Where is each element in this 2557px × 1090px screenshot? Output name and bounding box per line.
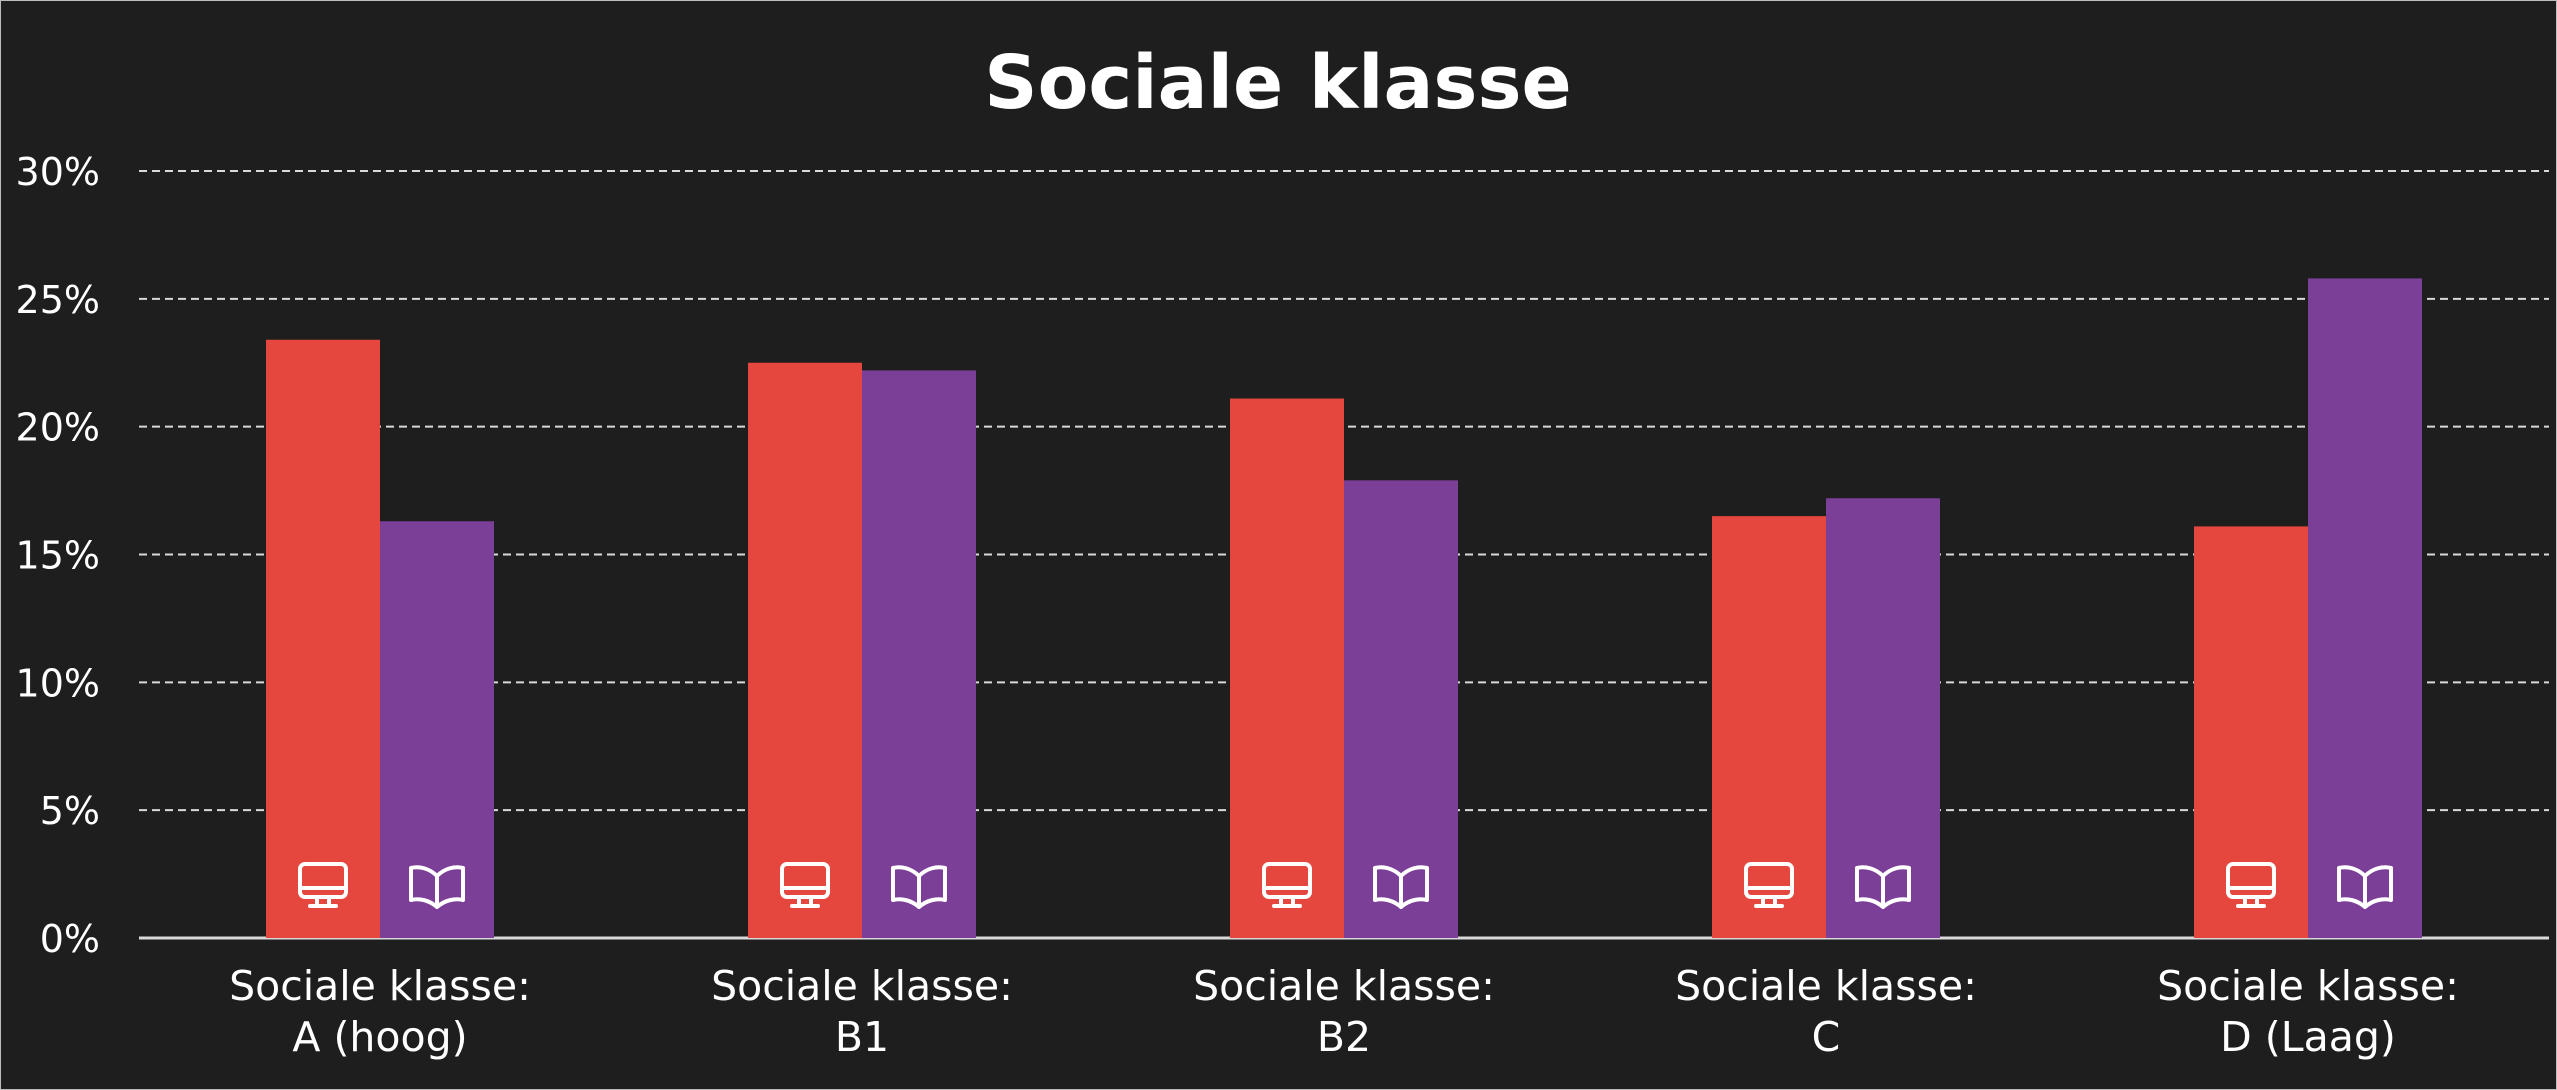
book-shape xyxy=(1373,865,1429,909)
y-tick-label: 0% xyxy=(40,917,100,961)
monitor-screen xyxy=(780,862,830,899)
book-icon xyxy=(1855,865,1911,909)
y-tick-label: 20% xyxy=(16,406,100,450)
bar-1-2 xyxy=(1344,480,1458,938)
monitor-icon xyxy=(780,862,830,908)
book-shape xyxy=(891,865,947,909)
bar-1-0 xyxy=(380,521,494,938)
x-tick-label: A (hoog) xyxy=(292,1013,467,1061)
chart-title: Sociale klasse xyxy=(984,40,1571,126)
x-tick-label: C xyxy=(1812,1013,1841,1061)
monitor-icon xyxy=(1744,862,1794,908)
x-tick-label: Sociale klasse: xyxy=(711,962,1013,1010)
monitor-screen xyxy=(298,862,348,899)
y-tick-label: 25% xyxy=(16,278,100,322)
y-tick-label: 30% xyxy=(16,150,100,194)
monitor-icon xyxy=(298,862,348,908)
bar-0-3 xyxy=(1712,516,1826,938)
x-tick-label: Sociale klasse: xyxy=(229,962,531,1010)
bar-0-4 xyxy=(2194,526,2308,938)
book-icon xyxy=(409,865,465,909)
x-tick-label: Sociale klasse: xyxy=(1193,962,1495,1010)
monitor-screen xyxy=(1744,862,1794,899)
x-tick-label: B1 xyxy=(835,1013,889,1061)
x-tick-label: D (Laag) xyxy=(2220,1013,2396,1061)
book-icon xyxy=(1373,865,1429,909)
x-tick-label: B2 xyxy=(1317,1013,1371,1061)
monitor-screen xyxy=(1262,862,1312,899)
bar-1-4 xyxy=(2308,278,2422,938)
bar-0-2 xyxy=(1230,398,1344,938)
monitor-icon xyxy=(1262,862,1312,908)
bar-0-0 xyxy=(266,339,380,938)
book-shape xyxy=(409,865,465,909)
x-tick-label: Sociale klasse: xyxy=(1675,962,1977,1010)
monitor-icon xyxy=(2226,862,2276,908)
x-tick-label: Sociale klasse: xyxy=(2157,962,2459,1010)
y-tick-label: 5% xyxy=(40,789,100,833)
book-icon xyxy=(2337,865,2393,909)
book-icon xyxy=(891,865,947,909)
book-shape xyxy=(2337,865,2393,909)
y-tick-label: 10% xyxy=(16,661,100,705)
book-shape xyxy=(1855,865,1911,909)
y-tick-label: 15% xyxy=(16,534,100,578)
bar-1-3 xyxy=(1826,498,1940,938)
bar-1-1 xyxy=(862,370,976,938)
bar-0-1 xyxy=(748,362,862,938)
monitor-screen xyxy=(2226,862,2276,899)
